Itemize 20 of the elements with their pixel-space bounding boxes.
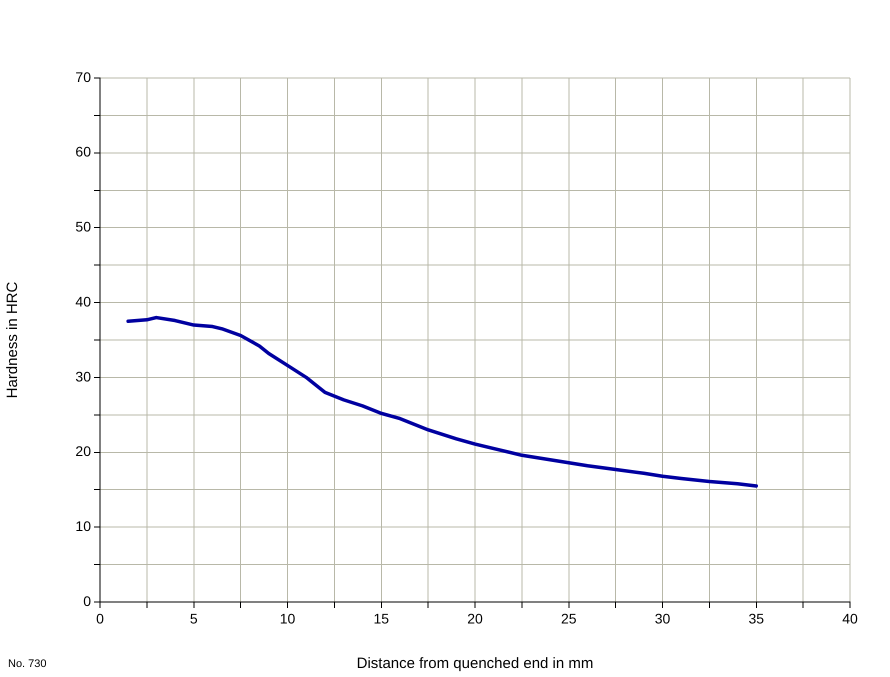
y-tick-label: 20 <box>75 443 92 460</box>
x-tick-label: 20 <box>467 610 483 626</box>
y-tick-label: 50 <box>75 218 92 235</box>
text: No. 730 <box>8 658 47 670</box>
x-tick-label: 30 <box>654 610 670 626</box>
x-tick-label: 25 <box>560 610 577 626</box>
y-axis-title: Hardness in HRC <box>4 281 22 398</box>
y-tick-label: 30 <box>75 368 92 384</box>
x-tick-label: 15 <box>373 610 390 626</box>
y-tick-label: 10 <box>75 518 92 534</box>
y-tick-label: 40 <box>75 293 92 310</box>
x-tick-label: 40 <box>842 610 858 626</box>
x-axis-title: Distance from quenched end in mm <box>356 655 594 672</box>
x-tick-label: 35 <box>748 610 764 626</box>
x-tick-label: 10 <box>280 610 296 626</box>
y-tick-label: 70 <box>75 68 92 85</box>
x-tick-label: 5 <box>190 610 198 626</box>
y-tick-label: 60 <box>75 144 92 160</box>
y-tick-label: 0 <box>83 592 92 609</box>
x-tick-label: 0 <box>96 610 104 626</box>
